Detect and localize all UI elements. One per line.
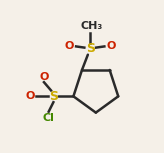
Text: Cl: Cl xyxy=(43,113,55,123)
Text: S: S xyxy=(86,42,95,55)
Text: O: O xyxy=(25,91,34,101)
Text: CH₃: CH₃ xyxy=(80,21,102,31)
Text: O: O xyxy=(107,41,116,51)
Text: O: O xyxy=(64,41,74,51)
Text: O: O xyxy=(39,73,49,82)
Text: S: S xyxy=(49,90,58,103)
